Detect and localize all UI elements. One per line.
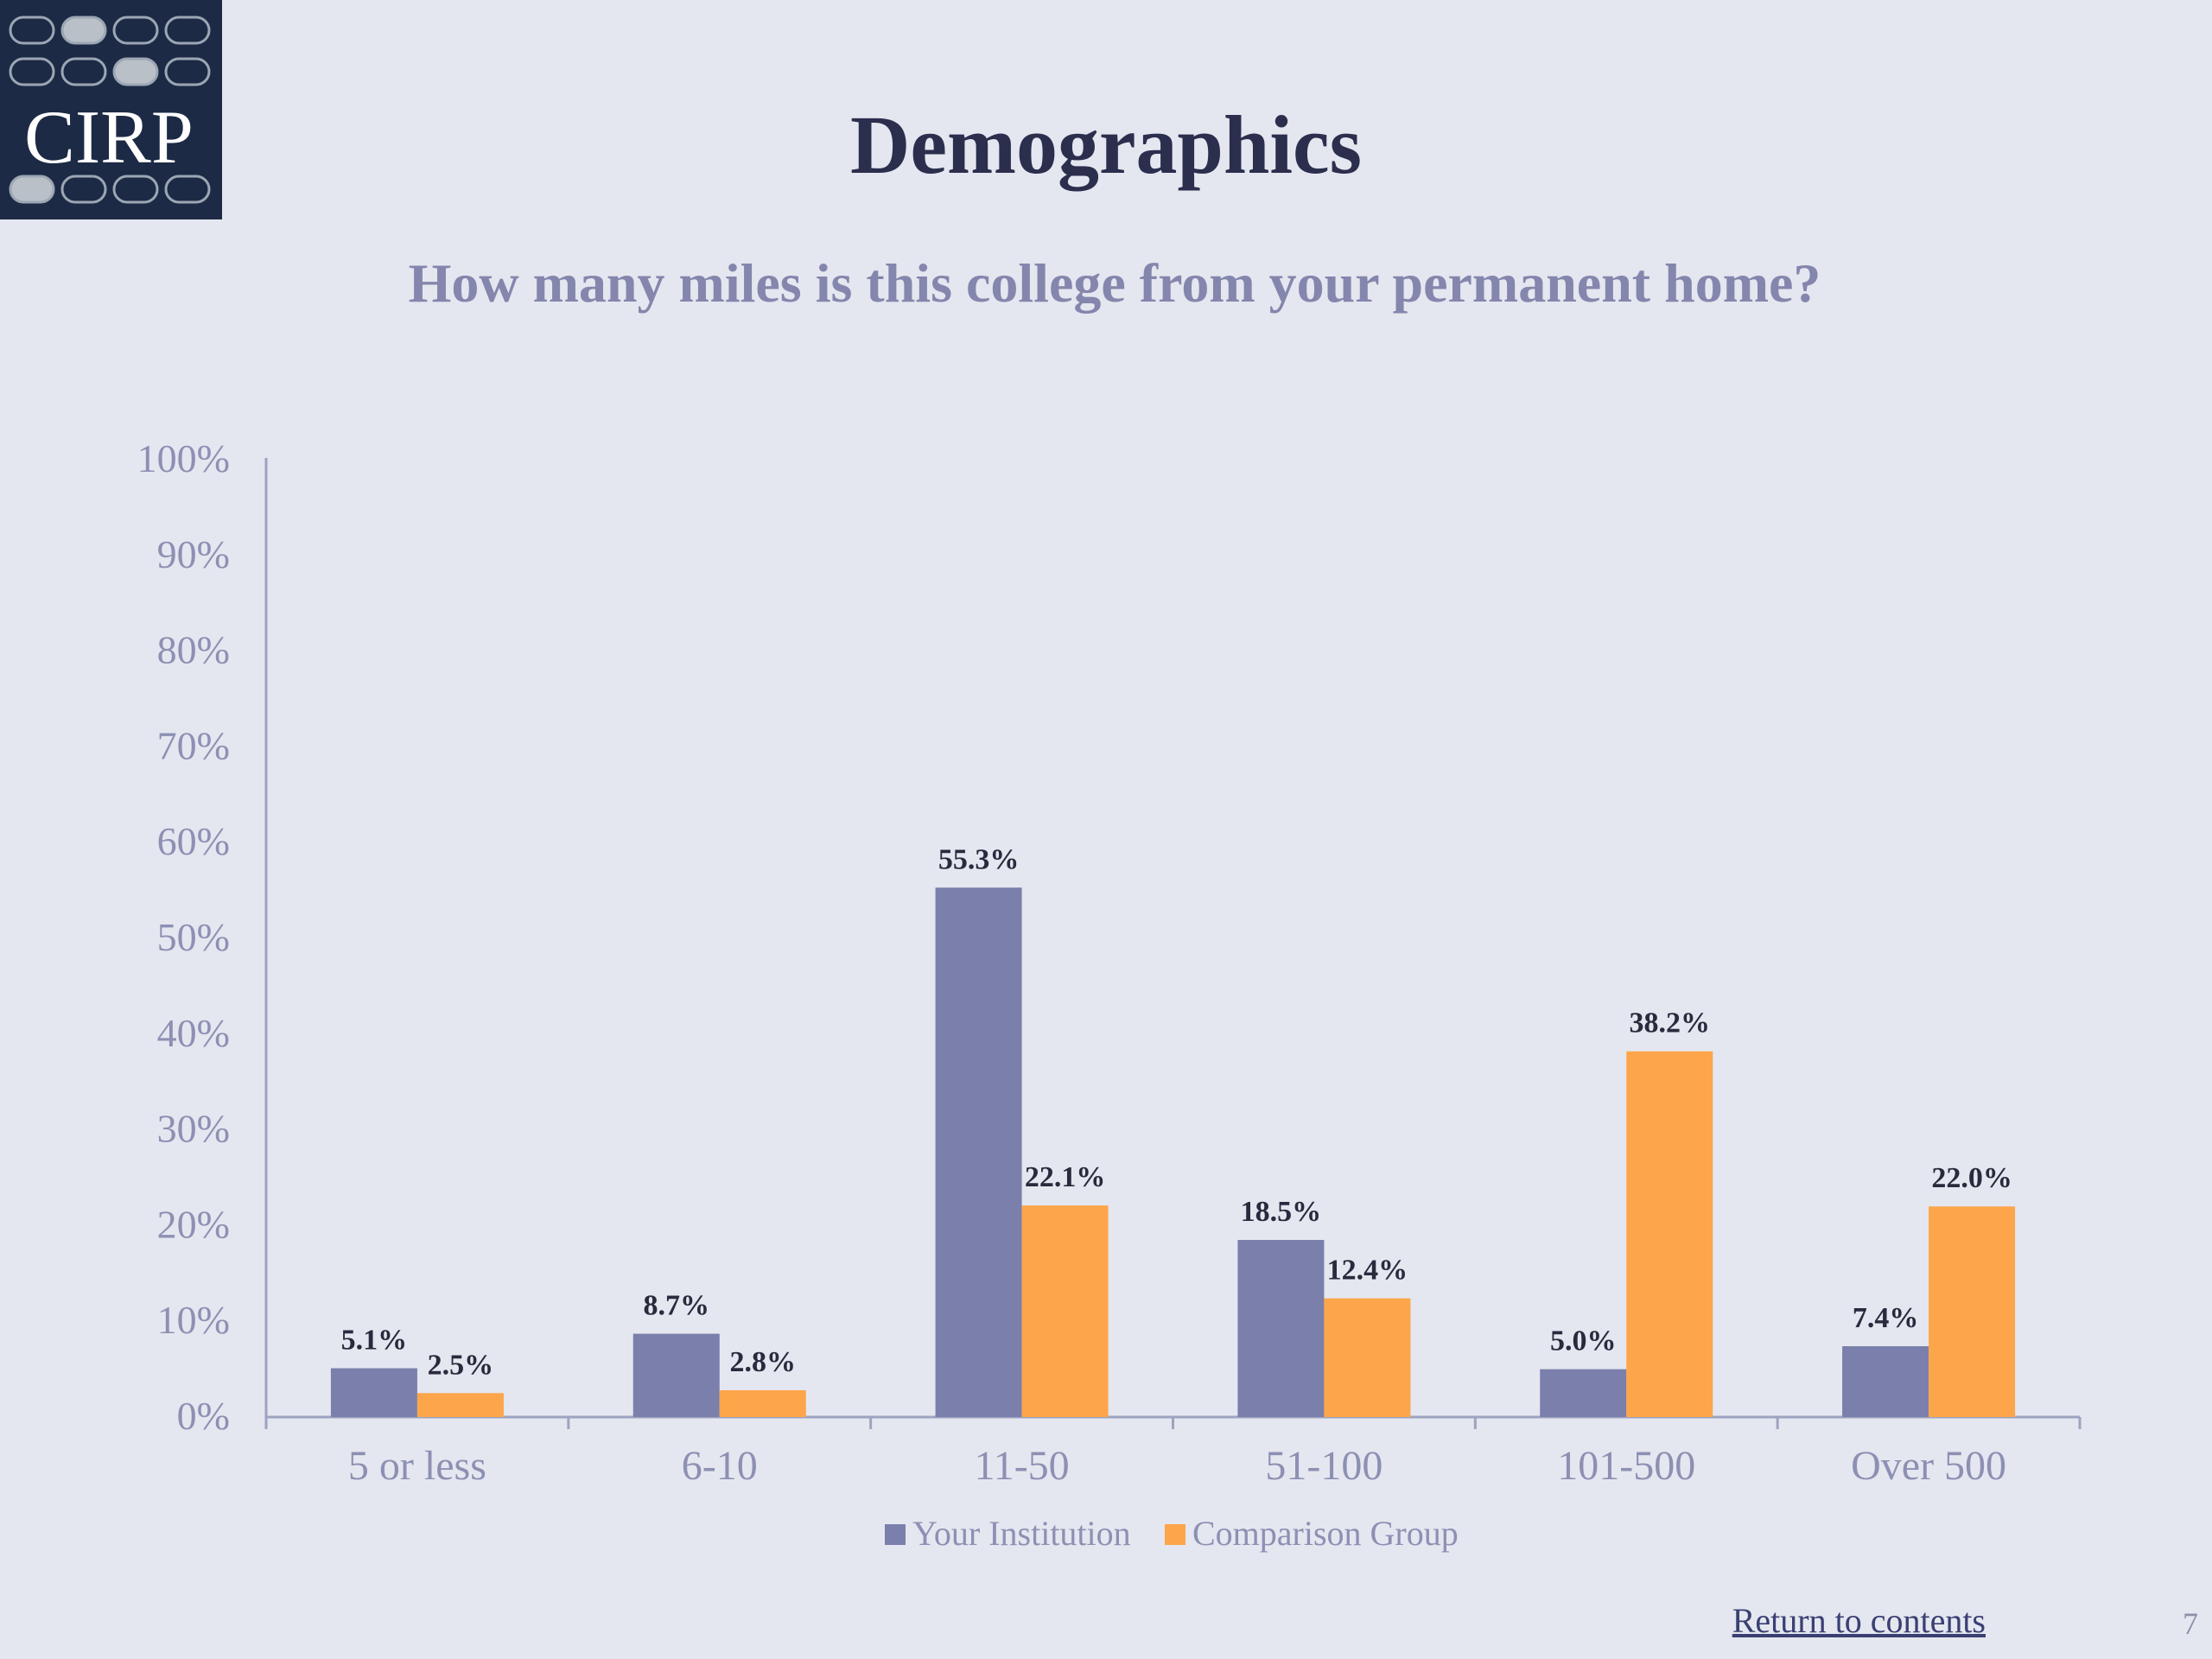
bar [632,1333,720,1417]
bar-value-label: 55.3% [938,843,1020,875]
y-tick-label: 70% [157,723,230,767]
bar [1021,1205,1109,1417]
bar [1324,1298,1411,1417]
legend-swatch [1165,1524,1185,1545]
bar-value-label: 2.8% [730,1346,797,1378]
page-title: Demographics [850,99,1362,191]
bar-value-label: 5.1% [341,1324,408,1356]
cirp-logo: CIRP [0,0,222,219]
bar-value-label: 38.2% [1630,1007,1711,1039]
bar-value-label: 12.4% [1327,1255,1408,1287]
y-tick-label: 80% [157,628,230,672]
bar [1540,1369,1627,1417]
y-tick-label: 10% [157,1298,230,1342]
bar [330,1368,417,1417]
x-category-label: 51-100 [1265,1443,1382,1489]
legend-swatch [885,1524,906,1545]
legend-label: Your Institution [912,1514,1131,1553]
y-tick-label: 20% [157,1202,230,1246]
chart-question: How many miles is this college from your… [408,252,1821,314]
logo-text: CIRP [24,96,194,180]
bar [1626,1051,1713,1417]
bar [416,1393,504,1417]
x-category-label: Over 500 [1851,1443,2006,1489]
bar [1929,1206,2016,1417]
y-tick-label: 50% [157,915,230,959]
bar-value-label: 18.5% [1241,1196,1322,1228]
y-tick-label: 90% [157,532,230,576]
bar-value-label: 22.0% [1931,1162,2012,1194]
bar [935,887,1022,1417]
y-tick-label: 40% [157,1011,230,1055]
y-tick-label: 0% [177,1394,230,1438]
bar-value-label: 7.4% [1853,1302,1919,1334]
y-tick-label: 100% [137,436,230,480]
return-to-contents-link[interactable]: Return to contents [1732,1601,1986,1640]
bar-value-label: 8.7% [644,1290,710,1322]
bar-value-label: 5.0% [1550,1325,1617,1357]
y-tick-label: 60% [157,819,230,863]
page-number: 7 [2183,1606,2198,1641]
bar-value-label: 2.5% [428,1349,494,1381]
x-category-label: 5 or less [348,1443,486,1489]
bar [719,1389,806,1417]
legend-label: Comparison Group [1192,1514,1459,1553]
x-category-label: 101-500 [1557,1443,1695,1489]
y-tick-label: 30% [157,1107,230,1151]
x-category-label: 11-50 [974,1443,1069,1489]
bar [1842,1346,1929,1417]
x-category-label: 6-10 [682,1443,758,1489]
bar [1237,1240,1325,1417]
bar-value-label: 22.1% [1025,1161,1106,1193]
